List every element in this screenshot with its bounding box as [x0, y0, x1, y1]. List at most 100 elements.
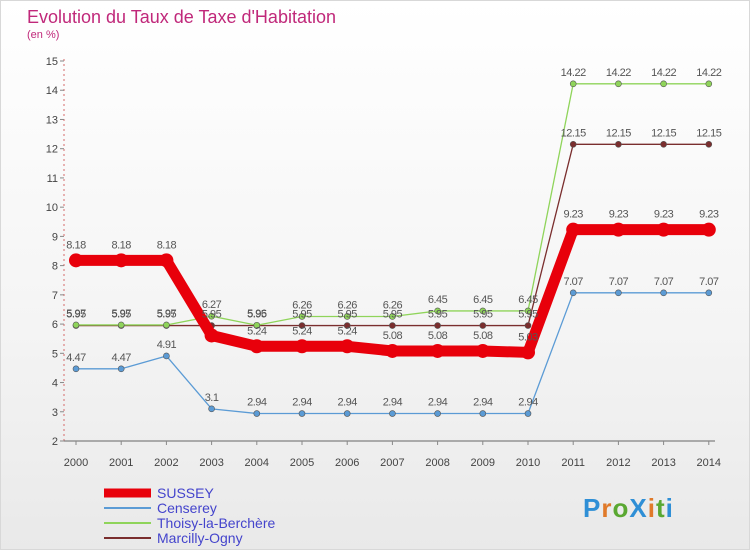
data-label: 9.23: [699, 209, 719, 221]
x-tick-label: 2009: [471, 457, 495, 469]
data-point: [660, 80, 667, 88]
x-tick-label: 2006: [335, 457, 359, 469]
logo-letter: i: [665, 493, 674, 523]
data-point: [72, 321, 80, 329]
data-point: [705, 289, 713, 297]
data-point: [208, 405, 215, 413]
data-label: 2.94: [247, 397, 267, 409]
data-label: 5.95: [428, 309, 448, 321]
data-point: [72, 365, 80, 373]
data-point: [208, 312, 215, 320]
data-point: [343, 313, 351, 320]
legend-label: Thoisy-la-Berchère: [157, 515, 275, 531]
logo-letter: r: [601, 493, 613, 523]
data-label: 5.95: [518, 309, 538, 321]
data-point: [569, 80, 577, 88]
data-label: 9.23: [563, 209, 583, 221]
data-label: 5.08: [473, 330, 493, 342]
y-tick-label: 11: [47, 173, 58, 185]
logo-letter: t: [655, 493, 666, 523]
data-label: 2.94: [428, 397, 448, 409]
data-point: [615, 80, 622, 88]
data-point: [479, 307, 487, 315]
data-label: 5.97: [111, 308, 131, 320]
data-label: 8.18: [157, 239, 177, 251]
x-tick-label: 2003: [199, 457, 223, 469]
x-tick-label: 2005: [290, 457, 314, 469]
proxiti-logo: ProXiti: [583, 493, 674, 524]
data-label: 5.24: [337, 325, 357, 337]
data-label: 8.18: [66, 239, 86, 251]
data-point: [430, 343, 445, 358]
data-point: [163, 321, 170, 329]
data-label: 6.26: [292, 299, 312, 311]
x-tick-label: 2008: [425, 457, 449, 469]
axes: 2 3 4 5 6 7 8 9 10 11 12 13 14 15 2000 2001 2002 2003 2004…: [46, 56, 721, 469]
data-point: [660, 141, 667, 148]
legend-label: Censerey: [157, 500, 217, 516]
y-tick-label: 7: [52, 290, 58, 302]
data-label: 5.95: [473, 309, 493, 321]
data-point: [159, 253, 174, 268]
data-label: 9.23: [654, 209, 674, 221]
data-label: 5.95: [383, 309, 403, 321]
data-label: 5.97: [66, 308, 86, 320]
data-label: 7.07: [609, 276, 629, 288]
data-label: 5.08: [428, 330, 448, 342]
x-tick-label: 2013: [651, 457, 675, 469]
data-label: 12.15: [606, 127, 631, 139]
data-point: [389, 410, 396, 417]
data-label: 6.26: [337, 299, 357, 311]
data-point: [298, 313, 306, 320]
data-point: [524, 307, 532, 315]
data-label: 4.47: [66, 352, 86, 364]
y-tick-label: 10: [46, 202, 58, 214]
logo-letter: P: [583, 493, 602, 523]
data-label: 5.03: [518, 331, 538, 343]
data-point: [434, 322, 441, 329]
data-label: 2.94: [383, 397, 403, 409]
y-tick-label: 5: [52, 348, 58, 360]
data-point: [117, 321, 125, 329]
series-lines: [69, 80, 716, 417]
data-point: [343, 410, 351, 417]
data-label: 7.07: [563, 276, 583, 288]
data-label: 5.95: [66, 309, 86, 321]
x-tick-label: 2007: [380, 457, 404, 469]
data-point: [611, 222, 626, 237]
data-point: [615, 141, 622, 148]
data-point: [569, 289, 577, 297]
y-tick-label: 14: [46, 85, 58, 97]
data-point: [524, 410, 532, 417]
data-label: 5.24: [247, 325, 267, 337]
data-point: [615, 289, 622, 297]
data-point: [475, 343, 490, 358]
data-label: 2.94: [473, 397, 493, 409]
y-tick-label: 9: [52, 231, 58, 243]
data-point: [253, 321, 261, 329]
data-point: [385, 343, 400, 358]
data-point: [253, 410, 261, 417]
data-point: [521, 345, 535, 360]
data-point: [569, 141, 577, 148]
logo-letter: o: [612, 493, 630, 523]
data-point: [298, 410, 306, 417]
logo-letter: X: [629, 493, 648, 523]
y-tick-label: 4: [52, 378, 58, 390]
x-tick-label: 2002: [154, 457, 178, 469]
data-label: 2.94: [292, 397, 312, 409]
data-label: 7.07: [699, 276, 719, 288]
y-tick-label: 2: [52, 436, 58, 448]
data-label: 14.22: [606, 67, 631, 79]
data-label: 5.95: [157, 309, 177, 321]
data-label: 6.45: [473, 294, 493, 306]
y-tick-label: 15: [46, 56, 58, 68]
data-point: [204, 328, 219, 343]
y-tick-label: 13: [46, 114, 58, 126]
data-point: [701, 222, 716, 237]
chart-title: Evolution du Taux de Taxe d'Habitation: [27, 7, 336, 27]
x-tick-label: 2012: [606, 457, 630, 469]
data-point: [656, 222, 671, 237]
